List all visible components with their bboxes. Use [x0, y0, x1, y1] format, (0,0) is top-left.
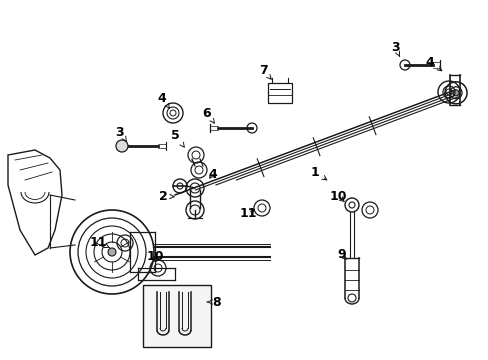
- Text: 3: 3: [116, 126, 126, 141]
- Text: 7: 7: [258, 63, 271, 79]
- Text: 11: 11: [89, 235, 109, 248]
- Text: 5: 5: [170, 129, 184, 147]
- Text: 9: 9: [337, 248, 346, 261]
- Text: 3: 3: [390, 41, 399, 57]
- Circle shape: [108, 248, 116, 256]
- Text: 4: 4: [425, 55, 441, 71]
- Text: 11: 11: [239, 207, 256, 220]
- Text: 10: 10: [146, 249, 163, 262]
- Bar: [267, 83, 291, 103]
- Circle shape: [116, 140, 128, 152]
- Text: 1: 1: [310, 166, 326, 180]
- Text: 8: 8: [207, 296, 221, 309]
- Text: 4: 4: [208, 167, 217, 180]
- Circle shape: [452, 90, 458, 96]
- Text: 2: 2: [158, 189, 174, 202]
- Text: 6: 6: [202, 107, 214, 123]
- Text: 4: 4: [157, 91, 169, 108]
- Bar: [142, 285, 210, 347]
- Text: 10: 10: [328, 189, 346, 202]
